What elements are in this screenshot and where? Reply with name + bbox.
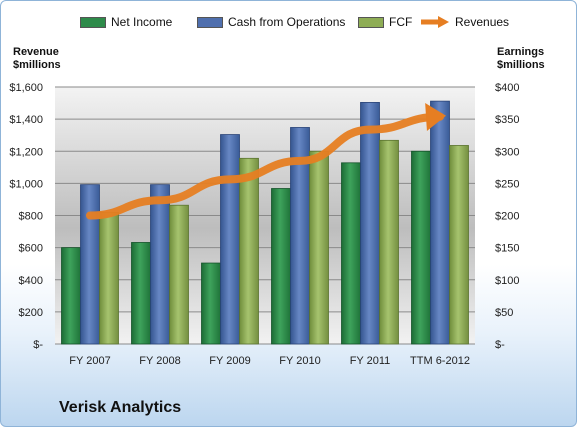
y-right-tick-label: $200 xyxy=(495,211,519,223)
y-left-tick-label: $- xyxy=(33,339,43,351)
left-axis-title: Revenue $millions xyxy=(13,46,61,72)
right-axis-title-line1: Earnings xyxy=(497,46,545,58)
y-right-tick-label: $- xyxy=(495,339,505,351)
left-axis-title-line1: Revenue xyxy=(13,46,59,58)
y-left-tick-label: $400 xyxy=(19,275,43,287)
bar-net-income xyxy=(131,242,151,345)
left-axis-title-line2: $millions xyxy=(13,59,61,71)
legend-swatch-cash-from-operations xyxy=(197,16,223,28)
y-right-tick-label: $300 xyxy=(495,146,519,158)
bar-net-income xyxy=(271,188,291,345)
y-right-tick-label: $100 xyxy=(495,275,519,287)
bar-fcf xyxy=(309,150,329,345)
bar-cash-from-operations xyxy=(80,184,100,345)
legend-swatch-net-income xyxy=(80,16,106,28)
revenues-arrowhead xyxy=(425,103,446,131)
x-tick-label: FY 2008 xyxy=(139,355,180,367)
bar-cash-from-operations xyxy=(430,100,450,345)
revenues-line xyxy=(86,112,444,220)
y-right-tick-label: $400 xyxy=(495,82,519,94)
x-tick-label: TTM 6-2012 xyxy=(410,355,470,367)
x-tick-label: FY 2007 xyxy=(69,355,110,367)
y-left-tick-label: $600 xyxy=(19,243,43,255)
legend-item-net-income: Net Income xyxy=(80,15,172,29)
bar-net-income xyxy=(411,150,431,345)
bar-fcf xyxy=(99,211,119,345)
legend-swatch-fcf xyxy=(358,16,384,28)
bar-fcf xyxy=(449,145,469,345)
legend-label-revenues: Revenues xyxy=(455,15,510,29)
bar-net-income xyxy=(201,262,221,345)
y-right-tick-label: $50 xyxy=(495,307,513,319)
bar-fcf xyxy=(169,204,189,345)
x-tick-label: FY 2010 xyxy=(279,355,320,367)
bar-net-income xyxy=(341,162,361,345)
right-axis-title: Earnings $millions xyxy=(497,46,545,72)
legend-label-net-income: Net Income xyxy=(111,15,173,29)
y-left-tick-label: $800 xyxy=(19,211,43,223)
chart-title: Verisk Analytics xyxy=(59,399,182,416)
x-tick-label: FY 2009 xyxy=(209,355,250,367)
bar-cash-from-operations xyxy=(360,102,380,345)
y-left-tick-label: $200 xyxy=(19,307,43,319)
x-tick-label: FY 2011 xyxy=(350,355,391,367)
bar-net-income xyxy=(61,247,81,345)
y-right-tick-label: $250 xyxy=(495,178,519,190)
right-axis-title-line2: $millions xyxy=(497,59,545,71)
y-right-tick-label: $150 xyxy=(495,243,519,255)
y-right-tick-label: $350 xyxy=(495,114,519,126)
chart-plot: $- $200 $400 $600 $800 $1,000 $1,200 $1,400 $1,6… xyxy=(9,82,519,367)
y-left-tick-label: $1,600 xyxy=(9,82,43,94)
legend-item-cash-from-operations: Cash from Operations xyxy=(197,15,345,29)
bar-cash-from-operations xyxy=(150,184,170,345)
bar-fcf xyxy=(379,139,399,345)
legend-arrow-icon xyxy=(421,16,449,28)
legend-item-fcf: FCF xyxy=(358,15,412,29)
legend-label-fcf: FCF xyxy=(389,15,413,29)
legend: Net Income Cash from Operations FCF Reve… xyxy=(1,15,576,35)
legend-item-revenues: Revenues xyxy=(420,15,509,29)
y-left-tick-label: $1,400 xyxy=(9,114,43,126)
legend-label-cash-from-operations: Cash from Operations xyxy=(228,15,346,29)
y-left-tick-label: $1,000 xyxy=(9,178,43,190)
bar-fcf xyxy=(239,157,259,345)
y-left-tick-label: $1,200 xyxy=(9,146,43,158)
bar-cash-from-operations xyxy=(220,134,240,345)
